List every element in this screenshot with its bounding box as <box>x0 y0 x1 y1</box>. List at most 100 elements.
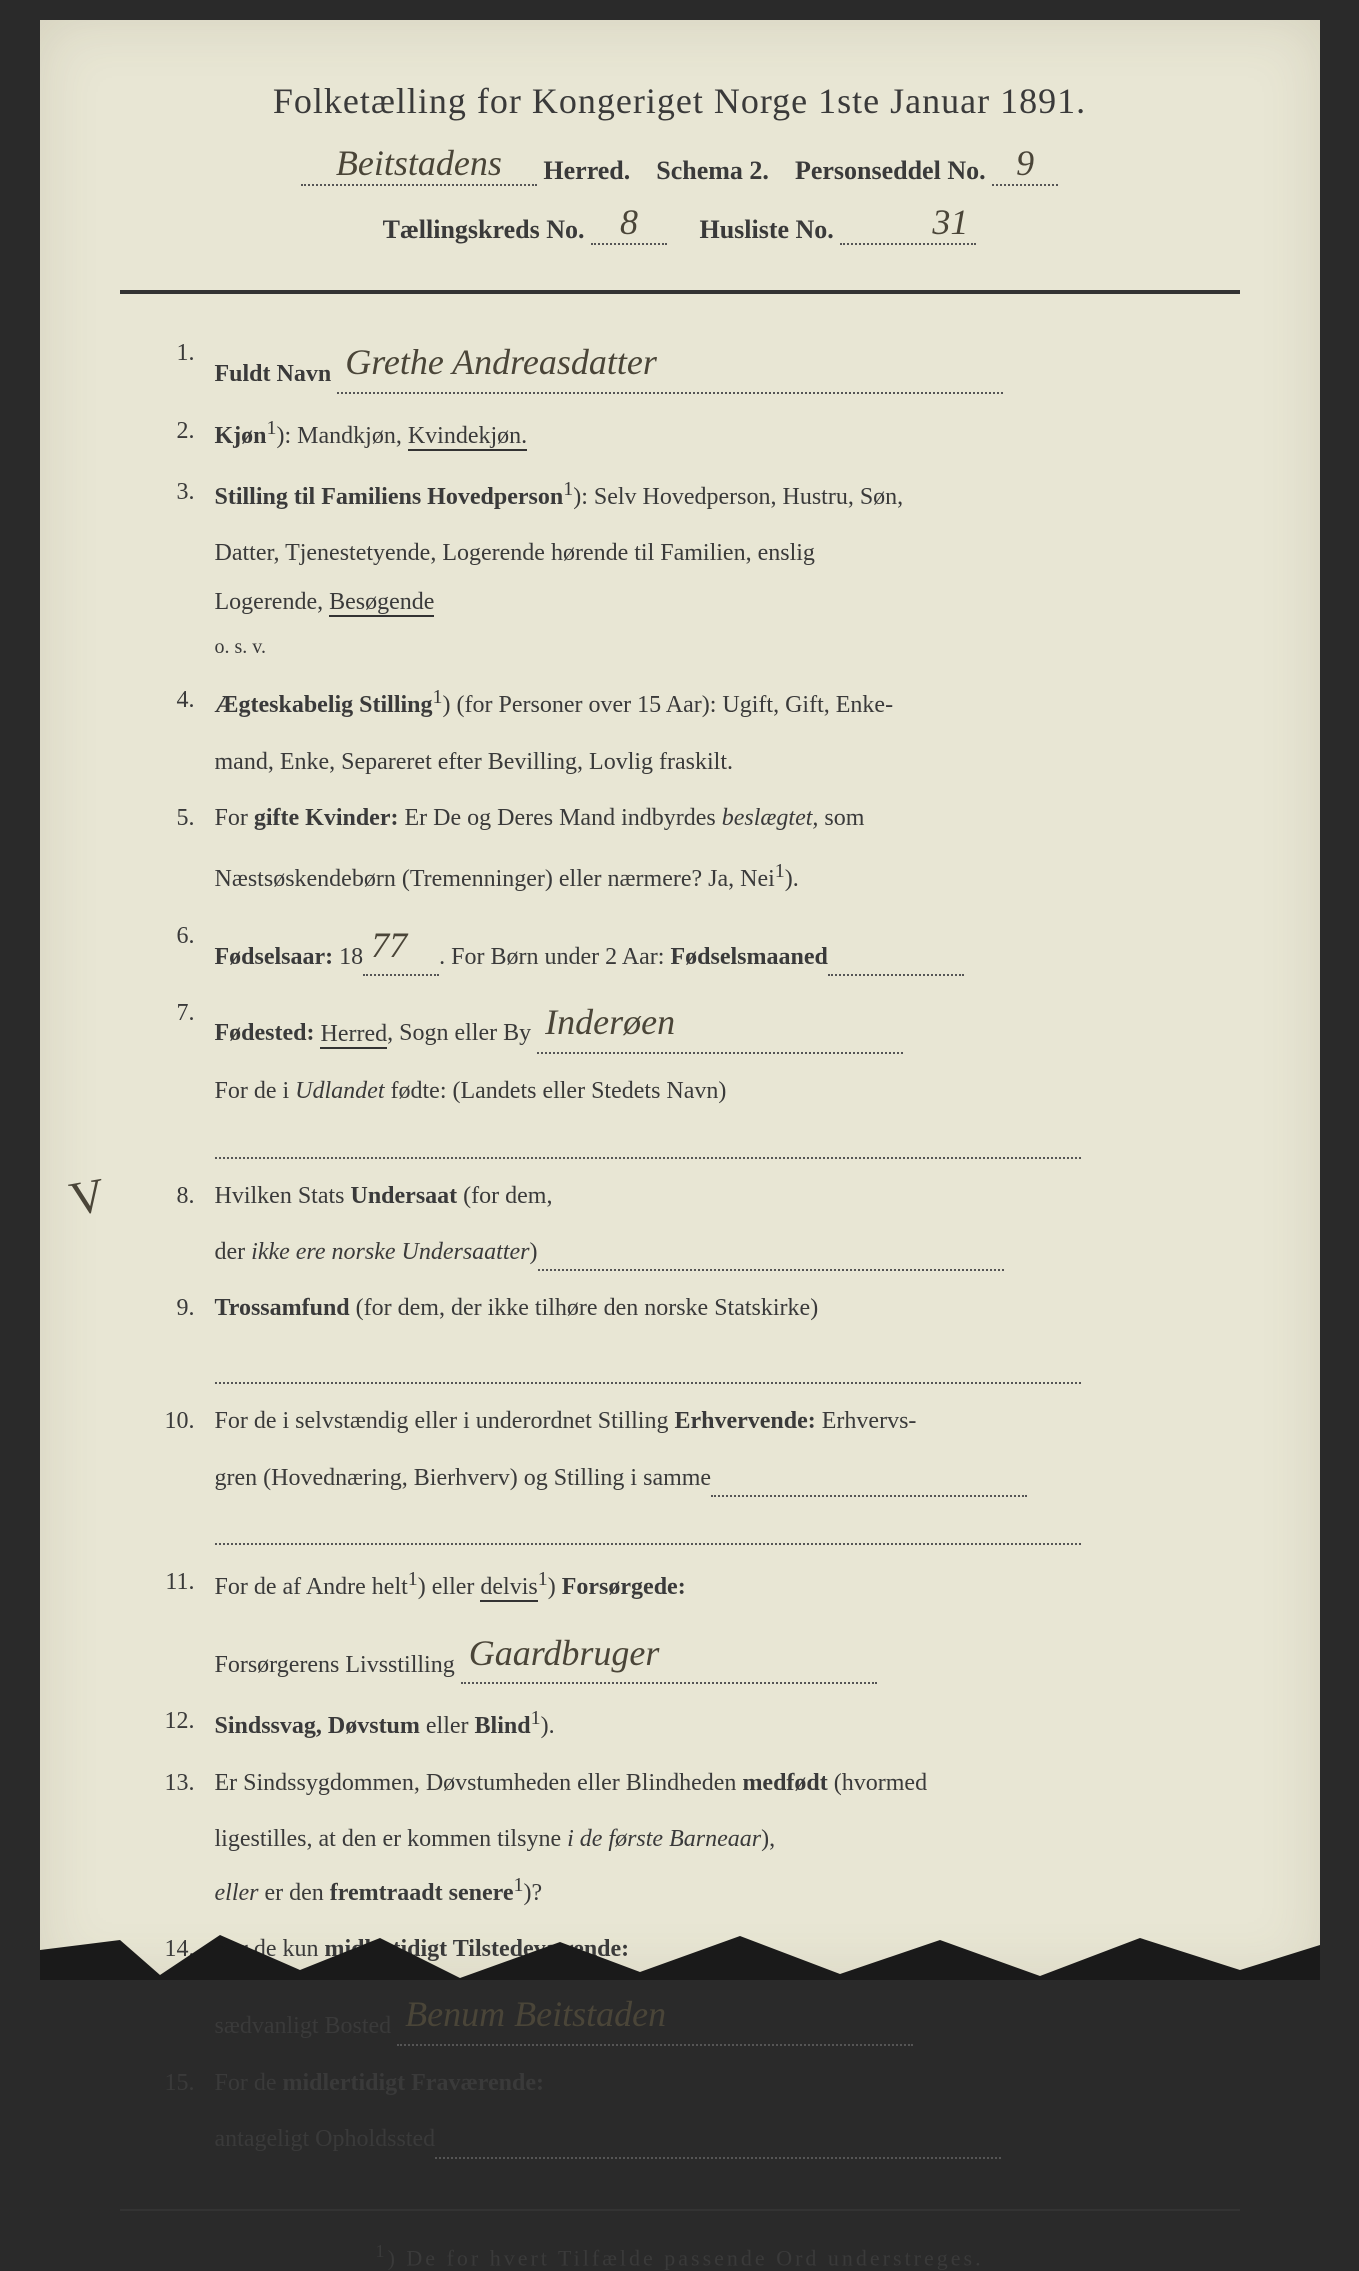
entry-num: 12. <box>140 1702 215 1740</box>
birthmonth-label: Fødselsmaaned <box>670 944 827 970</box>
herred-label: Herred. <box>543 156 630 185</box>
birthplace-value: Inderøen <box>537 994 903 1054</box>
herred-value: Beitstadens <box>301 142 537 186</box>
e13-l2c: ), <box>761 1826 775 1852</box>
e14-line2: sædvanligt Bosted Benum Beitstaden <box>215 1986 1240 2046</box>
e13-l3c: fremtraadt senere <box>330 1880 514 1906</box>
e10-c: Erhvervs- <box>816 1408 917 1434</box>
e11-b: ) eller <box>418 1574 481 1600</box>
footnote-sup: 1 <box>375 2241 387 2261</box>
entry-num: 6. <box>140 917 215 955</box>
e10-blank2 <box>215 1513 1081 1545</box>
entry-8: 8. Hvilken Stats Undersaat (for dem, <box>140 1177 1240 1215</box>
entry-num: 1. <box>140 334 215 372</box>
e9-text: (for dem, der ikke tilhøre den norske St… <box>350 1295 819 1321</box>
entry-num: 5. <box>140 799 215 837</box>
e7-blank <box>215 1127 1081 1159</box>
full-name-label: Fuldt Navn <box>215 361 332 387</box>
e11-u: delvis <box>480 1574 537 1602</box>
e5-line2-end: ). <box>785 866 799 892</box>
birthyear-prefix: 18 <box>333 944 363 970</box>
e8-c: (for dem, <box>457 1183 552 1209</box>
footnote-ref: 1 <box>513 1874 523 1896</box>
e5-line2-text: Næstsøskendebørn (Tremenninger) eller næ… <box>215 866 775 892</box>
relation-line3: Logerende, Besøgende <box>215 583 1240 621</box>
e13-l3d: )? <box>523 1880 542 1906</box>
e8-line2: der ikke ere norske Undersaatter) <box>215 1233 1240 1271</box>
e11-c: ) <box>548 1574 562 1600</box>
entry-1: 1. Fuldt Navn Grethe Andreasdatter <box>140 334 1240 394</box>
e15-a: For de <box>215 2070 283 2096</box>
birthyear-mid: . For Børn under 2 Aar: <box>439 944 670 970</box>
e8-l2c: ) <box>530 1239 538 1265</box>
entry-4: 4. Ægteskabelig Stilling1) (for Personer… <box>140 681 1240 724</box>
e11-d: Forsørgede: <box>562 1574 686 1600</box>
entry-13: 13. Er Sindssygdommen, Døvstumheden elle… <box>140 1764 1240 1802</box>
footnote-ref: 1 <box>408 1568 418 1590</box>
marital-line2: mand, Enke, Separeret efter Bevilling, L… <box>215 743 1240 781</box>
footnote-ref: 1 <box>538 1568 548 1590</box>
entry-num: 8. <box>140 1177 215 1215</box>
e14-l2: sædvanligt Bosted <box>215 2014 392 2040</box>
e12-mid: eller <box>420 1713 475 1739</box>
relation-line3a: Logerende, <box>215 589 330 615</box>
e5-a: For <box>215 805 254 831</box>
e8-l2a: der <box>215 1239 252 1265</box>
birthplace-mid: , Sogn eller By <box>387 1021 531 1047</box>
e5-d: beslægtet, <box>722 805 819 831</box>
entry-num: 3. <box>140 473 215 511</box>
e15-line2: antageligt Opholdssted <box>215 2120 1240 2158</box>
relation-label: Stilling til Familiens Hovedperson <box>215 484 564 510</box>
footnote-ref: 1 <box>267 417 277 439</box>
sex-text: ): Mandkjøn, <box>277 423 408 449</box>
header-line-2: Tællingskreds No. 8 Husliste No. 31 <box>120 201 1240 245</box>
e13-b: medfødt <box>742 1770 827 1796</box>
form-title: Folketælling for Kongeriget Norge 1ste J… <box>120 80 1240 122</box>
entry-15: 15. For de midlertidigt Fraværende: <box>140 2064 1240 2102</box>
e7-l2c: fødte: (Landets eller Stedets Navn) <box>385 1078 727 1104</box>
entry-3: 3. Stilling til Familiens Hovedperson1):… <box>140 473 1240 516</box>
marital-label: Ægteskabelig Stilling <box>215 692 433 718</box>
kreds-no: 8 <box>591 201 667 245</box>
entry-2: 2. Kjøn1): Mandkjøn, Kvindekjøn. <box>140 412 1240 455</box>
e13-line3: eller er den fremtraadt senere1)? <box>215 1869 1240 1912</box>
relation-line2: Datter, Tjenestetyende, Logerende hørend… <box>215 534 1240 572</box>
e10-b: Erhvervende: <box>674 1408 815 1434</box>
sex-selected: Kvindekjøn. <box>408 423 527 451</box>
e7-line2: For de i Udlandet fødte: (Landets eller … <box>215 1072 1240 1110</box>
footnote-ref: 1 <box>531 1707 541 1729</box>
e5-c: Er De og Deres Mand indbyrdes <box>398 805 721 831</box>
e7-l2a: For de i <box>215 1078 296 1104</box>
husliste-label: Husliste No. <box>699 215 833 244</box>
entry-10: 10. For de i selvstændig eller i underor… <box>140 1402 1240 1440</box>
e13-l2b: i de første Barneaar <box>567 1826 761 1852</box>
relation-selected: Besøgende <box>329 589 434 617</box>
entry-5: 5. For gifte Kvinder: Er De og Deres Man… <box>140 799 1240 837</box>
footnote-text: ) De for hvert Tilfælde passende Ord und… <box>388 2245 984 2270</box>
e12-label2: Blind <box>475 1713 531 1739</box>
e9-blank <box>215 1352 1081 1384</box>
e10-blank <box>711 1465 1027 1497</box>
entry-num: 10. <box>140 1402 215 1440</box>
e12-end: ). <box>541 1713 555 1739</box>
entry-num: 11. <box>140 1563 215 1601</box>
birthplace-label: Fødested: <box>215 1021 315 1047</box>
entry-7: 7. Fødested: Herred, Sogn eller By Inder… <box>140 994 1240 1054</box>
kreds-label: Tællingskreds No. <box>383 215 585 244</box>
entry-num: 7. <box>140 994 215 1032</box>
full-name-value: Grethe Andreasdatter <box>337 334 1003 394</box>
schema-label: Schema 2. <box>656 156 769 185</box>
header-line-1: Beitstadens Herred. Schema 2. Personsedd… <box>120 142 1240 186</box>
sex-label: Kjøn <box>215 423 267 449</box>
form-entries: 1. Fuldt Navn Grethe Andreasdatter 2. Kj… <box>140 334 1240 2159</box>
e5-e: som <box>818 805 864 831</box>
e8-b: Undersaat <box>351 1183 458 1209</box>
e13-l3a: eller <box>215 1880 259 1906</box>
e5-b: gifte Kvinder: <box>254 805 399 831</box>
footnote-ref: 1 <box>433 686 443 708</box>
e15-blank <box>435 2127 1001 2159</box>
entry-6: 6. Fødselsaar: 1877. For Børn under 2 Aa… <box>140 917 1240 977</box>
e14-value: Benum Beitstaden <box>397 1986 913 2046</box>
e15-b: midlertidigt Fraværende: <box>283 2070 545 2096</box>
marital-line1: ) (for Personer over 15 Aar): Ugift, Gif… <box>443 692 894 718</box>
